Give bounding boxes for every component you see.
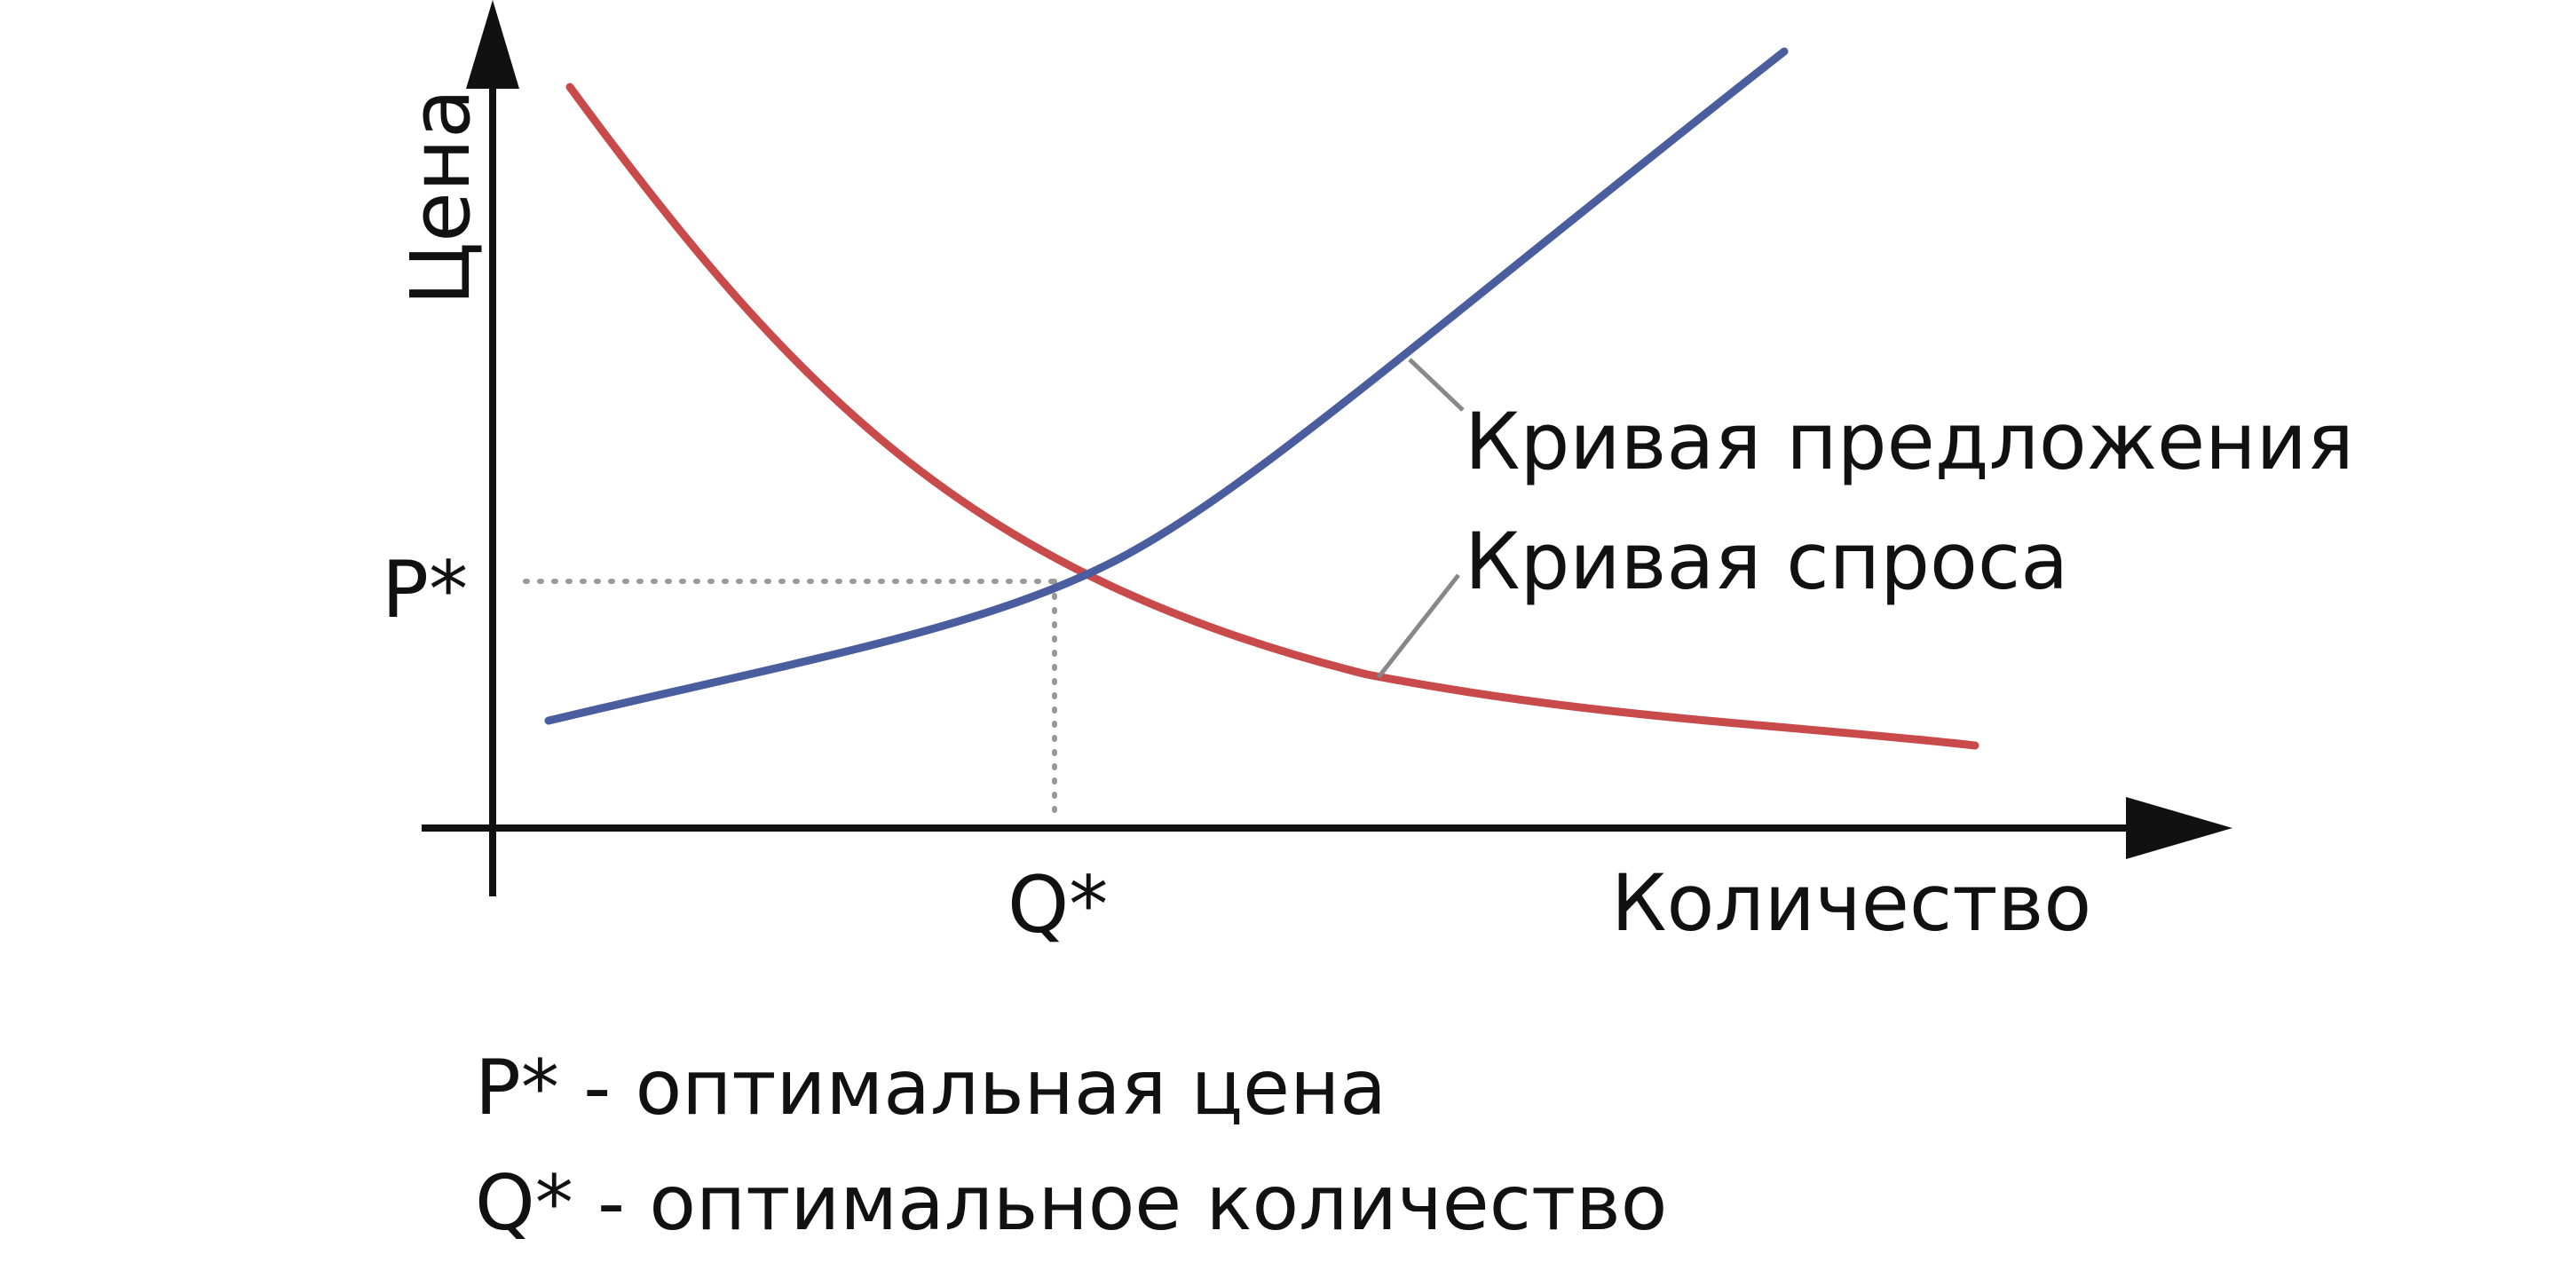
legend-q-star: Q* - оптимальное количество xyxy=(475,1159,1667,1248)
p-star-label: P* xyxy=(382,544,468,635)
quantity-axis-label: Количество xyxy=(1611,857,2091,949)
supply-curve-label: Кривая предложения xyxy=(1465,396,2354,487)
quantity-axis-arrowhead xyxy=(2126,797,2232,859)
supply-leader-line xyxy=(1408,358,1465,412)
price-axis-arrowhead xyxy=(466,0,519,89)
demand-curve-label: Кривая спроса xyxy=(1465,516,2068,607)
price-axis-label: Цена xyxy=(393,89,488,306)
legend-p-star: P* - оптимальная цена xyxy=(475,1044,1387,1132)
supply-curve xyxy=(544,47,1789,725)
demand-curve xyxy=(565,83,1979,750)
demand-leader-line xyxy=(1377,573,1460,679)
q-star-label: Q* xyxy=(1007,859,1108,951)
